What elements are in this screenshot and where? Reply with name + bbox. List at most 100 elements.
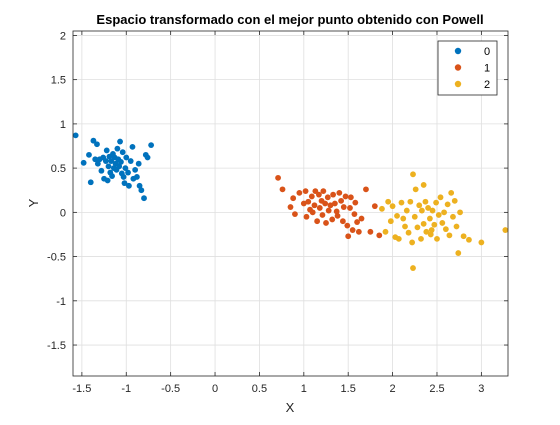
data-point (466, 236, 472, 243)
data-point (457, 209, 463, 216)
data-point (502, 227, 509, 233)
data-point (358, 215, 365, 222)
y-tick-label: 1 (60, 119, 66, 131)
y-tick-label: -0.5 (47, 252, 66, 264)
data-point (349, 227, 356, 233)
series-2 (379, 171, 509, 271)
data-point (382, 228, 389, 235)
data-point (352, 199, 359, 206)
data-point (455, 250, 462, 256)
data-point (302, 188, 309, 195)
data-point (296, 189, 303, 196)
y-tick-label: 2 (60, 30, 66, 42)
data-point (108, 158, 115, 164)
data-point (379, 205, 385, 212)
data-point (109, 173, 115, 179)
data-point (129, 143, 136, 150)
y-tick-label: 1.5 (51, 75, 66, 87)
data-point (394, 212, 400, 219)
data-point (376, 232, 383, 239)
data-point (125, 169, 131, 176)
data-point (460, 233, 467, 240)
data-point (123, 154, 130, 161)
data-point (478, 239, 485, 246)
legend-marker (454, 64, 462, 71)
data-point (448, 189, 455, 196)
data-point (329, 216, 336, 223)
data-point (398, 199, 405, 206)
data-point (320, 188, 327, 195)
data-point (367, 228, 374, 235)
grid (73, 31, 508, 376)
data-point (144, 154, 151, 161)
data-point (135, 160, 142, 167)
data-point (400, 215, 407, 222)
y-tick-label: 0.5 (51, 163, 66, 175)
data-point (103, 147, 110, 154)
data-point (414, 224, 421, 231)
data-point (446, 232, 453, 239)
data-point (314, 218, 321, 225)
x-tick-label: -1.5 (72, 383, 91, 395)
data-point (338, 197, 345, 204)
data-point (418, 235, 424, 242)
data-point (308, 193, 315, 200)
data-point (122, 165, 129, 172)
data-point (347, 205, 353, 211)
data-point (305, 198, 312, 205)
data-point (354, 219, 360, 225)
data-point (105, 163, 112, 170)
legend-box (437, 40, 498, 96)
y-axis-label: Y (26, 198, 41, 207)
data-point (439, 220, 446, 226)
data-point (410, 265, 416, 271)
data-point (451, 197, 458, 204)
data-point (433, 199, 439, 206)
data-point (292, 211, 298, 218)
data-point (345, 233, 352, 240)
data-point (422, 198, 429, 205)
data-point (351, 211, 358, 218)
x-tick-label: 0.5 (252, 383, 267, 395)
data-point (275, 174, 281, 181)
data-point (303, 213, 310, 220)
data-point (412, 186, 419, 193)
legend: 0 1 2 (437, 40, 498, 96)
data-point (437, 194, 444, 201)
data-point (120, 174, 127, 180)
data-point (344, 222, 351, 229)
data-point (442, 226, 449, 233)
data-point (116, 163, 123, 170)
data-point (340, 204, 347, 210)
data-point (117, 138, 123, 145)
series-1 (275, 174, 383, 240)
axes-box (72, 30, 509, 377)
data-point (102, 158, 109, 164)
x-axis-label: X (286, 400, 295, 415)
data-point (148, 142, 155, 149)
legend-label: 0 (484, 46, 490, 58)
data-point (434, 235, 440, 242)
legend-label: 1 (484, 63, 490, 75)
data-point (138, 187, 145, 194)
data-point (126, 182, 132, 189)
legend-marker (454, 47, 462, 55)
data-point (311, 202, 318, 209)
data-point (431, 221, 438, 228)
data-point (347, 194, 354, 201)
data-point (324, 194, 331, 201)
data-point (355, 228, 362, 235)
y-tick-label: -1 (56, 296, 66, 308)
chart-title: Espacio transformado con el mejor punto … (96, 12, 483, 27)
data-point (114, 145, 121, 152)
data-point (363, 186, 369, 193)
data-point (86, 151, 92, 158)
y-tick-label: 0 (60, 207, 66, 219)
data-point (141, 195, 147, 202)
data-point (121, 180, 128, 187)
x-tick-label: 0 (212, 383, 218, 395)
data-point (80, 159, 87, 166)
x-tick-label: -0.5 (161, 383, 180, 395)
data-point (287, 204, 294, 210)
